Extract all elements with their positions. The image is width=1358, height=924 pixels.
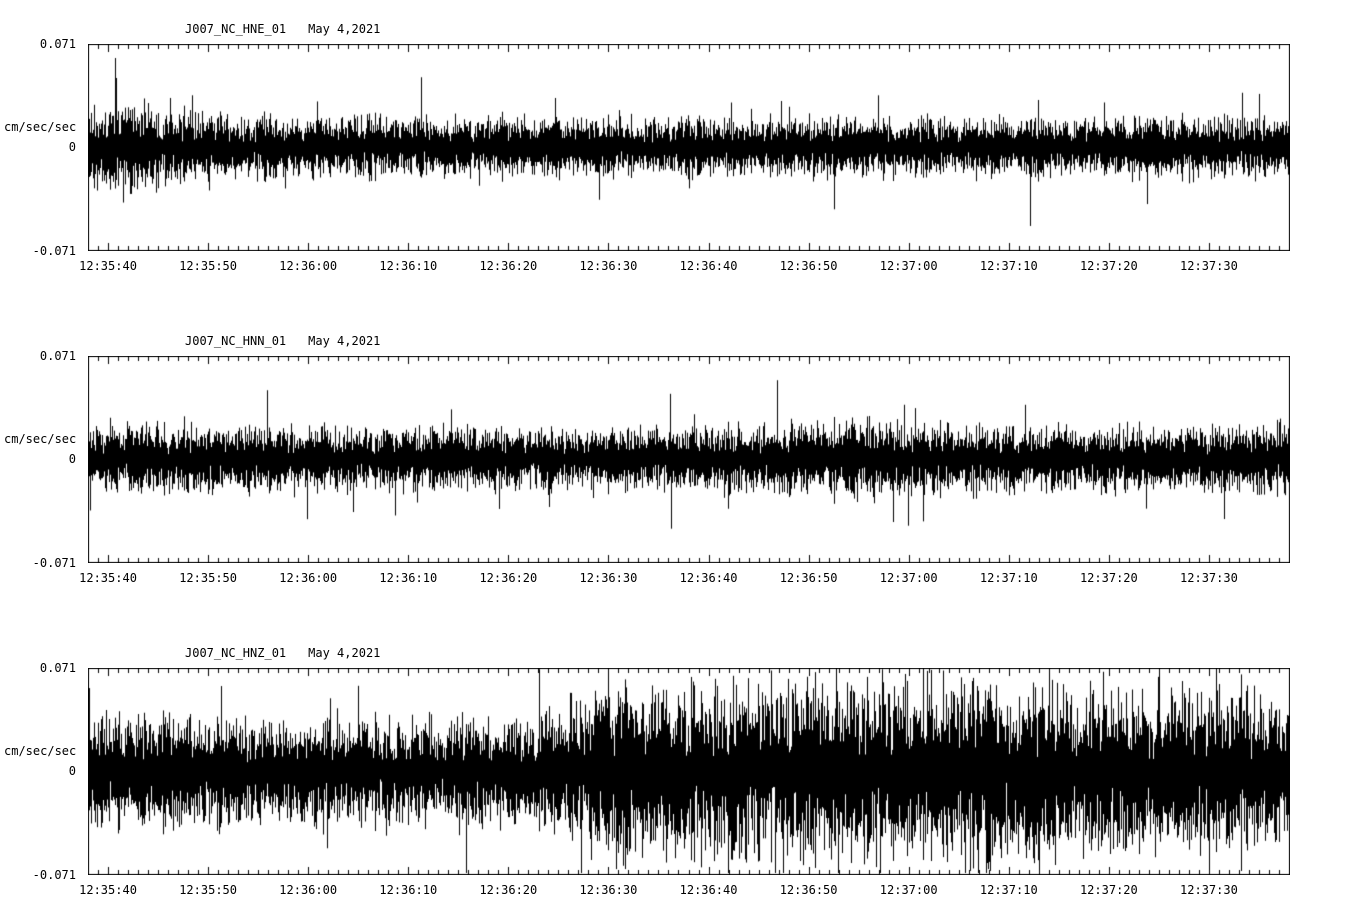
x-axis-labels: 12:35:40 12:35:50 12:36:00 12:36:10 12:36:20…: [79, 571, 1290, 587]
seismogram-panel-hnz: J007_NC_HNZ_01 May 4,2021 0.071 cm/sec/se…: [0, 626, 1358, 924]
waveform-plot-hnn: [88, 356, 1290, 563]
x-tick-label: 12:36:40: [679, 259, 738, 273]
x-tick-label: 12:37:20: [1079, 883, 1138, 897]
y-axis-unit-label: cm/sec/sec: [4, 744, 77, 758]
x-axis-labels: 12:35:40 12:35:50 12:36:00 12:36:10 12:36:20…: [79, 259, 1290, 275]
y-tick-label-max: 0.071: [39, 37, 76, 51]
x-tick-label: 12:36:30: [579, 571, 638, 585]
y-tick-label-zero: 0: [68, 452, 76, 466]
panel-title-row: J007_NC_HNN_01 May 4,2021: [185, 334, 380, 348]
waveform-plot-hne: [88, 44, 1290, 251]
x-tick-label: 12:37:30: [1180, 883, 1238, 897]
x-tick-label: 12:36:10: [379, 571, 438, 585]
y-tick-label-zero: 0: [68, 140, 76, 154]
y-tick-label-min: -0.071: [32, 868, 76, 882]
x-tick-label: 12:36:20: [479, 259, 538, 273]
x-tick-label: 12:37:00: [879, 571, 938, 585]
x-tick-label: 12:35:40: [79, 883, 137, 897]
x-tick-label: 12:36:30: [579, 259, 638, 273]
y-tick-label-zero: 0: [68, 764, 76, 778]
station-channel-label: J007_NC_HNE_01: [185, 22, 287, 36]
x-tick-label: 12:37:00: [879, 883, 938, 897]
x-tick-label: 12:35:40: [79, 259, 137, 273]
x-tick-label: 12:36:10: [379, 259, 438, 273]
x-tick-label: 12:36:00: [279, 883, 338, 897]
station-channel-label: J007_NC_HNN_01: [185, 334, 287, 348]
x-tick-label: 12:37:00: [879, 259, 938, 273]
x-tick-label: 12:35:40: [79, 571, 137, 585]
x-tick-label: 12:36:00: [279, 259, 338, 273]
x-tick-label: 12:36:40: [679, 883, 738, 897]
x-tick-label: 12:37:10: [979, 883, 1038, 897]
x-tick-label: 12:36:50: [779, 571, 838, 585]
y-axis-labels: 0.071 cm/sec/sec 0 -0.071: [0, 661, 84, 882]
x-tick-label: 12:36:50: [779, 883, 838, 897]
x-tick-label: 12:36:50: [779, 259, 838, 273]
panel-title-row: J007_NC_HNE_01 May 4,2021: [185, 22, 380, 36]
x-tick-label: 12:37:10: [979, 259, 1038, 273]
y-tick-label-max: 0.071: [39, 661, 76, 675]
seismogram-panel-hnn: J007_NC_HNN_01 May 4,2021 0.071 cm/sec/se…: [0, 314, 1358, 622]
x-tick-label: 12:35:50: [179, 571, 237, 585]
seismogram-panel-hne: J007_NC_HNE_01 May 4,2021 0.071 cm/sec/se…: [0, 2, 1358, 310]
x-tick-label: 12:35:50: [179, 259, 237, 273]
x-tick-label: 12:37:20: [1079, 259, 1138, 273]
x-tick-label: 12:37:30: [1180, 571, 1238, 585]
x-tick-label: 12:36:30: [579, 883, 638, 897]
x-tick-label: 12:36:40: [679, 571, 738, 585]
y-axis-unit-label: cm/sec/sec: [4, 120, 77, 134]
x-tick-label: 12:37:30: [1180, 259, 1238, 273]
y-axis-labels: 0.071 cm/sec/sec 0 -0.071: [0, 37, 84, 258]
y-tick-label-min: -0.071: [32, 556, 76, 570]
x-tick-label: 12:36:00: [279, 571, 338, 585]
y-tick-label-min: -0.071: [32, 244, 76, 258]
station-channel-label: J007_NC_HNZ_01: [185, 646, 287, 660]
date-label: May 4,2021: [308, 646, 381, 660]
panel-title-row: J007_NC_HNZ_01 May 4,2021: [185, 646, 380, 660]
y-axis-labels: 0.071 cm/sec/sec 0 -0.071: [0, 349, 84, 570]
y-axis-unit-label: cm/sec/sec: [4, 432, 77, 446]
x-tick-label: 12:35:50: [179, 883, 237, 897]
x-tick-label: 12:36:10: [379, 883, 438, 897]
x-tick-label: 12:36:20: [479, 883, 538, 897]
y-tick-label-max: 0.071: [39, 349, 76, 363]
x-tick-label: 12:37:10: [979, 571, 1038, 585]
x-tick-label: 12:37:20: [1079, 571, 1138, 585]
waveform-plot-hnz: [88, 668, 1290, 875]
date-label: May 4,2021: [308, 334, 381, 348]
x-axis-labels: 12:35:40 12:35:50 12:36:00 12:36:10 12:36:20…: [79, 883, 1290, 899]
x-tick-label: 12:36:20: [479, 571, 538, 585]
date-label: May 4,2021: [308, 22, 381, 36]
